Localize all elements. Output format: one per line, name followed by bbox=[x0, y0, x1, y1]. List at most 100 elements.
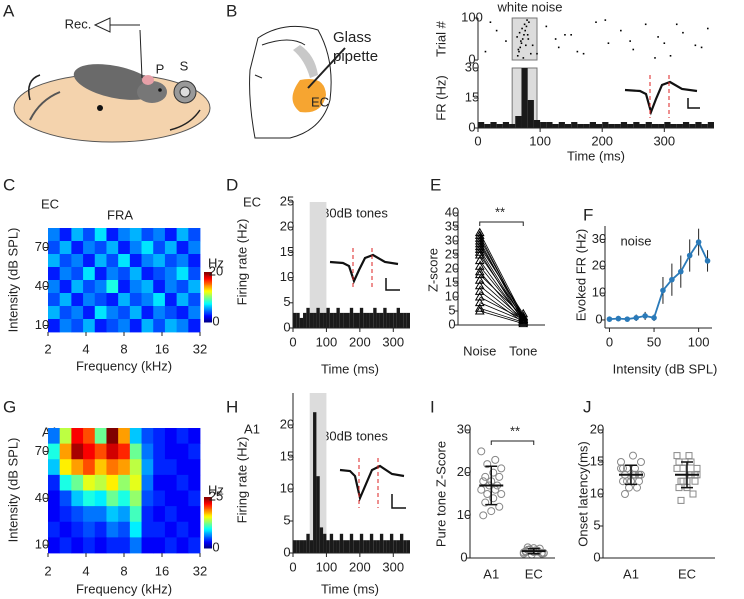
colorbar-segment bbox=[204, 507, 212, 509]
panel-letter: I bbox=[430, 397, 435, 416]
histogram-bar bbox=[323, 533, 327, 553]
histogram-bar bbox=[533, 120, 541, 128]
heatmap-cell bbox=[83, 474, 96, 491]
heatmap-cell bbox=[94, 474, 107, 491]
y-tick-label: 0 bbox=[283, 319, 290, 334]
heatmap-cell bbox=[118, 241, 131, 255]
heatmap-cell bbox=[176, 474, 189, 491]
heatmap-cell bbox=[106, 459, 119, 476]
pipette-label: Glass pipette bbox=[333, 29, 379, 65]
y-tick-label: 5 bbox=[593, 517, 600, 532]
histogram-bar bbox=[406, 540, 410, 553]
sd-caps bbox=[527, 547, 540, 555]
spike bbox=[518, 31, 521, 34]
panel-letter: D bbox=[226, 175, 238, 194]
waveform-inset bbox=[624, 75, 700, 118]
chart-title: white noise bbox=[496, 0, 562, 14]
heatmap-cell bbox=[48, 293, 61, 307]
data-point bbox=[495, 502, 504, 511]
y-tick-label: 0 bbox=[448, 316, 455, 331]
panel-letter: A bbox=[3, 1, 15, 20]
y-tick-label: 0 bbox=[468, 119, 475, 134]
colorbar-segment bbox=[204, 517, 212, 520]
spike bbox=[669, 55, 672, 57]
data-point bbox=[629, 451, 637, 460]
colorbar-segment bbox=[204, 278, 212, 280]
heatmap-cell bbox=[83, 280, 96, 294]
stimulus-window bbox=[309, 202, 327, 328]
colorbar-segment bbox=[204, 315, 212, 318]
colorbar-segment bbox=[204, 526, 212, 529]
spike bbox=[523, 34, 525, 36]
histogram-bar bbox=[393, 540, 397, 553]
annotation: noise bbox=[620, 233, 651, 248]
data-point bbox=[497, 464, 506, 473]
y-axis-label: Pure tone Z-Score bbox=[433, 441, 448, 547]
histogram-bar bbox=[614, 124, 621, 128]
colorbar-segment bbox=[204, 505, 212, 508]
heatmap-cell bbox=[176, 306, 189, 320]
colorbar-segment bbox=[204, 300, 212, 303]
heatmap-cell bbox=[129, 490, 142, 507]
histogram-bar bbox=[399, 312, 404, 328]
heatmap-cell bbox=[129, 443, 142, 460]
heatmap-cell bbox=[83, 506, 96, 523]
x-tick-label: 100 bbox=[316, 334, 338, 349]
heatmap-cell bbox=[129, 474, 142, 491]
heatmap-cell bbox=[141, 474, 154, 491]
histogram-bar bbox=[299, 317, 304, 328]
point-marker bbox=[518, 318, 529, 328]
histogram-bar bbox=[379, 533, 384, 553]
x-tick-label: 200 bbox=[349, 559, 371, 574]
data-point bbox=[497, 490, 506, 498]
histogram-bar bbox=[707, 122, 714, 128]
y-tick-label: 30 bbox=[465, 59, 479, 74]
y-tick-label: 70 bbox=[35, 443, 49, 458]
heatmap-cell bbox=[71, 537, 84, 554]
heatmap-cell bbox=[48, 267, 61, 281]
colorbar-segment bbox=[204, 497, 212, 499]
pair-line bbox=[479, 291, 524, 323]
point-marker bbox=[474, 269, 485, 279]
point-marker bbox=[474, 275, 485, 284]
pair-line bbox=[479, 310, 524, 324]
histogram-bar bbox=[359, 533, 364, 553]
heatmap-cell bbox=[188, 490, 201, 507]
colorbar-segment bbox=[204, 532, 212, 535]
pair-line bbox=[479, 271, 524, 323]
colorbar-segment bbox=[204, 297, 212, 299]
y-tick-label: 30 bbox=[445, 232, 459, 247]
y-axis-label: Z-score bbox=[425, 248, 440, 292]
heatmap-cell bbox=[48, 254, 61, 268]
data-point bbox=[689, 490, 697, 498]
histogram-bar bbox=[349, 533, 354, 553]
pair-line bbox=[479, 274, 524, 317]
histogram-bar bbox=[309, 540, 314, 553]
x-axis-label: Intensity (dB SPL) bbox=[613, 361, 718, 376]
x-tick-label: 0 bbox=[606, 334, 613, 349]
colorbar-segment bbox=[204, 302, 212, 304]
histogram-bar bbox=[602, 122, 609, 128]
heatmap-cell bbox=[176, 241, 189, 255]
heatmap-cell bbox=[176, 254, 189, 268]
heatmap-cell bbox=[118, 254, 131, 268]
heatmap-cell bbox=[59, 474, 72, 491]
heatmap-cell bbox=[141, 241, 154, 255]
colorbar-segment bbox=[204, 536, 212, 539]
histogram-bar bbox=[296, 312, 300, 328]
spike bbox=[663, 42, 666, 44]
y-tick-label: 25 bbox=[280, 193, 294, 208]
histogram-bar bbox=[664, 122, 671, 128]
significance-bracket bbox=[479, 221, 524, 226]
panel-letter: G bbox=[3, 397, 16, 416]
y-axis-label: Intensity (dB SPL) bbox=[5, 228, 20, 333]
heatmap-cell bbox=[48, 428, 61, 445]
x-tick-label: Tone bbox=[509, 343, 537, 358]
data-point bbox=[693, 464, 701, 472]
colorbar-segment bbox=[204, 312, 212, 314]
colorbar-label: Hz bbox=[208, 255, 224, 270]
heatmap-cell bbox=[164, 293, 178, 307]
y-tick-label: 5 bbox=[283, 512, 290, 527]
heatmap-cell bbox=[59, 459, 72, 476]
point-marker bbox=[474, 305, 485, 315]
